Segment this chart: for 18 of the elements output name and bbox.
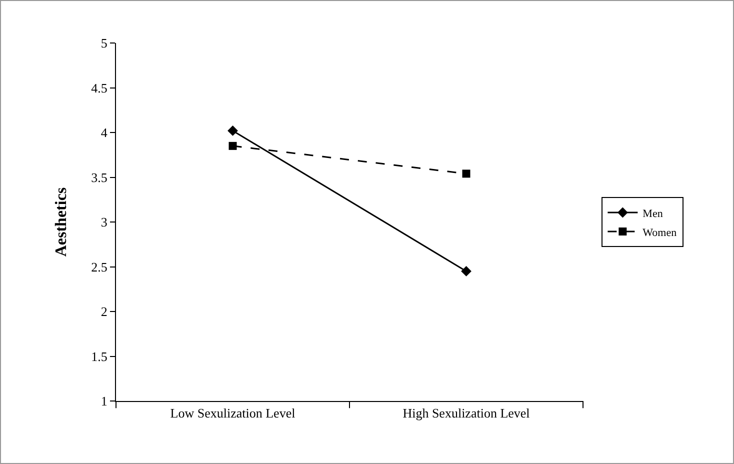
point [228,142,237,150]
x-tick-label: High Sexulization Level [402,406,530,421]
point [461,266,472,276]
point [228,126,238,136]
y-tick-label: 3 [100,214,108,230]
legend-label: Men [642,208,664,220]
y-tick-label: 3.5 [91,170,108,185]
y-tick-label: 4.5 [91,80,108,96]
y-axis-title: Aesthetics [53,187,70,257]
x-tick-label: Low Sexulization Level [170,406,296,421]
y-tick-label: 1 [100,394,108,409]
y-tick-label: 5 [100,36,108,51]
y-tick-label: 1.5 [91,348,108,364]
legend-label: Women [642,226,678,239]
y-tick-label: 2.5 [91,259,108,274]
y-tick-label: 4 [100,125,108,140]
point [462,170,470,178]
y-tick-label: 2 [100,304,108,320]
